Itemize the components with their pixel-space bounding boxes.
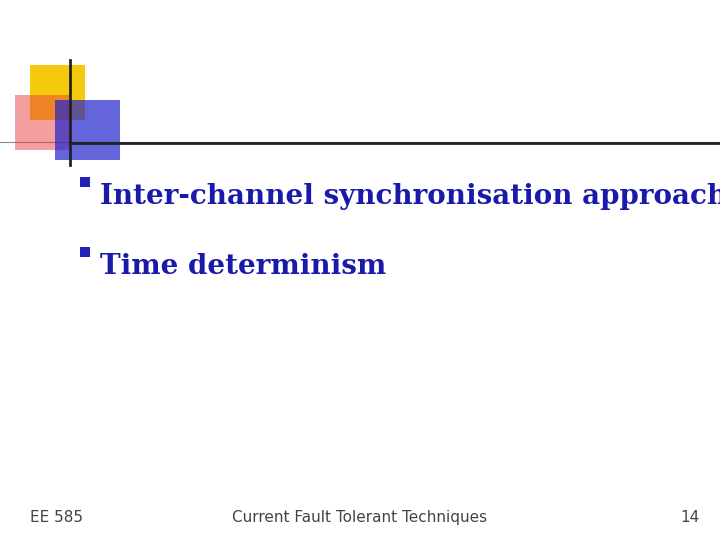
Bar <box>80 247 90 257</box>
Text: 14: 14 <box>680 510 700 525</box>
Text: Inter-channel synchronisation approach: Inter-channel synchronisation approach <box>100 183 720 210</box>
Bar <box>15 95 70 150</box>
Text: Current Fault Tolerant Techniques: Current Fault Tolerant Techniques <box>233 510 487 525</box>
Bar <box>80 177 90 187</box>
Bar <box>55 100 120 160</box>
Text: EE 585: EE 585 <box>30 510 83 525</box>
Text: Time determinism: Time determinism <box>100 253 386 280</box>
Bar <box>30 65 85 120</box>
